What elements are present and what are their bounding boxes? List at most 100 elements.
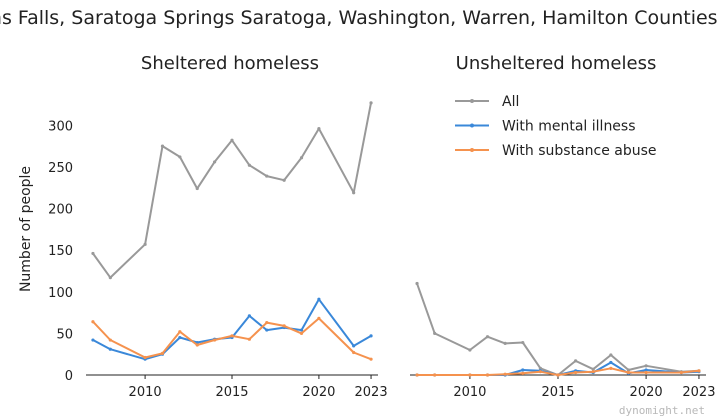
data-point-with-substance-abuse bbox=[195, 343, 199, 347]
data-point-with-substance-abuse bbox=[299, 331, 304, 335]
data-point-with-substance-abuse bbox=[143, 355, 147, 360]
y-tick-label: 300 bbox=[48, 119, 73, 134]
y-tick-label: 50 bbox=[56, 327, 73, 342]
y-axis-label: Number of people bbox=[18, 166, 34, 292]
data-point-all bbox=[143, 242, 147, 246]
data-point-with-substance-abuse bbox=[265, 320, 269, 325]
data-point-all bbox=[160, 144, 165, 148]
data-point-with-mental-illness bbox=[317, 297, 321, 301]
data-point-with-mental-illness bbox=[609, 360, 613, 365]
data-point-all bbox=[644, 364, 648, 368]
data-point-all bbox=[317, 127, 321, 131]
data-point-all bbox=[213, 160, 217, 164]
data-point-with-substance-abuse bbox=[644, 370, 648, 375]
series-line-all bbox=[92, 101, 372, 279]
data-point-all bbox=[538, 366, 542, 370]
data-point-with-mental-illness bbox=[352, 344, 356, 348]
data-point-with-substance-abuse bbox=[369, 357, 373, 361]
chart-suptitle: Glens Falls, Saratoga Springs Saratoga, … bbox=[0, 7, 720, 29]
data-point-with-substance-abuse bbox=[433, 373, 437, 377]
data-point-with-substance-abuse bbox=[108, 338, 112, 342]
data-point-with-substance-abuse bbox=[213, 338, 217, 342]
x-tick-label: 2023 bbox=[682, 385, 715, 400]
series-line-all bbox=[416, 282, 700, 376]
data-point-with-mental-illness bbox=[247, 314, 251, 318]
watermark: dynomight.net bbox=[619, 404, 705, 417]
data-point-with-substance-abuse bbox=[160, 351, 165, 355]
legend-marker-with-mental-illness bbox=[470, 123, 474, 128]
legend-label-all: All bbox=[502, 94, 519, 110]
panel-title-sheltered: Sheltered homeless bbox=[141, 53, 319, 74]
data-point-all bbox=[352, 191, 356, 195]
data-point-all bbox=[574, 359, 578, 363]
y-tick-label: 200 bbox=[48, 203, 73, 218]
x-tick-label: 2010 bbox=[453, 385, 486, 400]
data-point-all bbox=[433, 331, 437, 335]
data-point-with-mental-illness bbox=[369, 334, 373, 338]
panel-unsheltered: 2010 2015 2020 2023 bbox=[410, 281, 715, 400]
data-point-with-substance-abuse bbox=[485, 373, 490, 377]
data-point-with-substance-abuse bbox=[591, 370, 595, 374]
x-tick-label: 2010 bbox=[129, 385, 162, 400]
legend-label-with-substance-abuse: With substance abuse bbox=[502, 143, 657, 159]
data-point-all bbox=[591, 367, 595, 371]
data-point-with-substance-abuse bbox=[556, 373, 560, 377]
data-point-with-substance-abuse bbox=[679, 370, 683, 375]
data-point-with-substance-abuse bbox=[317, 316, 321, 320]
y-tick-label: 250 bbox=[48, 161, 73, 176]
data-point-all bbox=[503, 341, 507, 345]
x-tick-label: 2020 bbox=[630, 385, 663, 400]
data-point-all bbox=[247, 163, 251, 167]
legend-marker-with-substance-abuse bbox=[470, 148, 474, 152]
x-tick-label: 2015 bbox=[541, 385, 574, 400]
data-point-all bbox=[521, 340, 525, 345]
data-point-all bbox=[369, 101, 373, 105]
legend: All With mental illness With substance abu… bbox=[455, 94, 657, 159]
data-point-all bbox=[299, 156, 304, 160]
data-point-with-substance-abuse bbox=[609, 366, 613, 370]
data-point-with-substance-abuse bbox=[91, 320, 95, 324]
data-point-with-substance-abuse bbox=[538, 370, 542, 374]
data-point-all bbox=[468, 348, 472, 352]
data-point-with-substance-abuse bbox=[230, 334, 234, 338]
panel-title-unsheltered: Unsheltered homeless bbox=[456, 53, 657, 74]
y-tick-label: 100 bbox=[48, 286, 73, 301]
data-point-all bbox=[282, 178, 286, 182]
data-point-all bbox=[230, 138, 234, 142]
data-point-with-substance-abuse bbox=[521, 371, 525, 375]
data-point-with-mental-illness bbox=[91, 338, 95, 342]
data-point-all bbox=[626, 368, 631, 372]
x-tick-label: 2023 bbox=[355, 385, 388, 400]
data-point-all bbox=[609, 353, 613, 357]
data-point-with-mental-illness bbox=[521, 368, 525, 372]
y-tick-label: 150 bbox=[48, 244, 73, 259]
data-point-all bbox=[265, 174, 269, 178]
data-point-all bbox=[178, 155, 182, 159]
data-point-all bbox=[415, 281, 419, 286]
data-point-with-substance-abuse bbox=[415, 373, 419, 377]
data-point-with-mental-illness bbox=[644, 368, 648, 372]
data-point-all bbox=[91, 251, 95, 256]
legend-label-with-mental-illness: With mental illness bbox=[502, 119, 636, 135]
data-point-with-substance-abuse bbox=[574, 370, 578, 375]
data-point-with-substance-abuse bbox=[352, 350, 356, 355]
data-point-with-substance-abuse bbox=[282, 324, 286, 328]
data-point-with-mental-illness bbox=[108, 347, 112, 351]
data-point-with-mental-illness bbox=[178, 335, 182, 340]
data-point-with-substance-abuse bbox=[626, 370, 631, 375]
data-point-with-substance-abuse bbox=[503, 372, 507, 376]
data-point-with-substance-abuse bbox=[178, 330, 182, 334]
x-tick-label: 2020 bbox=[302, 385, 335, 400]
data-point-all bbox=[485, 335, 490, 339]
data-point-all bbox=[195, 186, 199, 191]
x-tick-label: 2015 bbox=[215, 385, 248, 400]
panel-sheltered: 2010 2015 2020 2023 0 50 100 150 200 250 300 bbox=[48, 101, 388, 400]
data-point-with-substance-abuse bbox=[468, 373, 472, 377]
y-tick-label: 0 bbox=[65, 369, 73, 384]
data-point-with-mental-illness bbox=[265, 328, 269, 332]
data-point-all bbox=[108, 276, 112, 280]
legend-marker-all bbox=[470, 99, 474, 103]
data-point-with-substance-abuse bbox=[247, 337, 251, 341]
data-point-with-mental-illness bbox=[299, 328, 304, 332]
